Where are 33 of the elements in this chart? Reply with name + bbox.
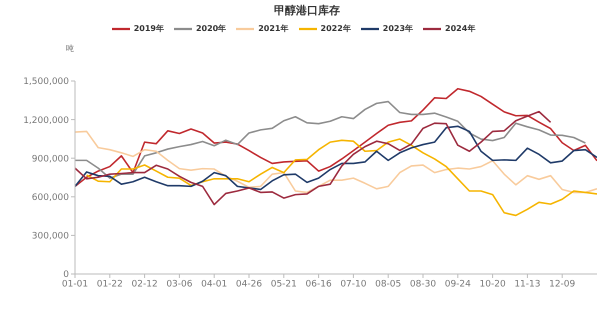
x-tick-label: 05-21 bbox=[270, 279, 297, 290]
x-tick-label: 01-22 bbox=[96, 279, 123, 290]
legend-label: 2021年 bbox=[258, 24, 288, 34]
legend-label: 2024年 bbox=[445, 24, 476, 34]
y-tick-label: 1,200,000 bbox=[23, 116, 70, 126]
y-tick-label: 900,000 bbox=[32, 154, 70, 164]
x-tick-label: 11-13 bbox=[514, 279, 540, 290]
x-tick-label: 01-01 bbox=[62, 279, 88, 290]
y-tick-label: 300,000 bbox=[32, 232, 70, 242]
y-tick-label: 1,500,000 bbox=[23, 77, 70, 88]
line-series bbox=[86, 138, 597, 216]
x-tick-label: 04-01 bbox=[201, 279, 228, 290]
x-tick-label: 10-20 bbox=[480, 279, 506, 290]
legend-label: 2023年 bbox=[382, 24, 414, 34]
y-tick-label: 600,000 bbox=[32, 192, 70, 203]
legend-label: 2022年 bbox=[320, 24, 351, 34]
legend-label: 2019年 bbox=[134, 24, 164, 34]
x-tick-label: 08-05 bbox=[375, 279, 402, 290]
x-tick-label: 03-06 bbox=[166, 279, 193, 290]
y-axis-title: 吨 bbox=[66, 43, 74, 54]
chart-title: 甲醇港口库存 bbox=[273, 3, 341, 18]
line-series bbox=[75, 110, 552, 206]
x-tick-label: 02-12 bbox=[132, 279, 158, 290]
x-tick-label: 04-26 bbox=[236, 279, 262, 290]
legend-label: 2020年 bbox=[196, 24, 226, 34]
x-tick-label: 07-10 bbox=[340, 279, 367, 290]
x-tick-label: 08-30 bbox=[410, 279, 436, 290]
x-tick-label: 06-16 bbox=[306, 279, 332, 290]
x-tick-label: 12-09 bbox=[549, 279, 576, 290]
line-series bbox=[75, 100, 586, 179]
y-tick-label: 0 bbox=[63, 270, 70, 280]
line-series bbox=[75, 88, 597, 188]
x-tick-label: 09-24 bbox=[444, 279, 472, 290]
